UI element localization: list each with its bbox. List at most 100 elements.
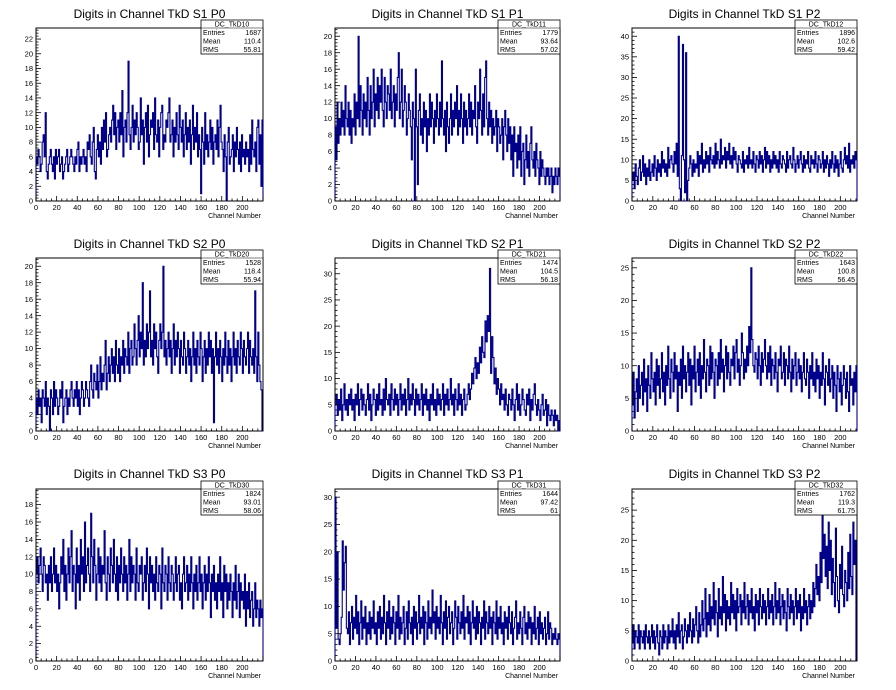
stats-name: DC_TkD10	[215, 22, 250, 29]
x-tick-label: 100	[431, 203, 444, 212]
x-tick-label: 160	[492, 433, 505, 442]
y-tick-label: 10	[621, 596, 629, 605]
y-tick-label: 12	[25, 552, 33, 561]
stats-box	[497, 480, 561, 516]
y-tick-label: 20	[621, 536, 629, 545]
x-tick-label: 120	[154, 433, 167, 442]
stats-label-entries: Entries	[203, 260, 225, 267]
x-tick-label: 160	[195, 663, 208, 672]
chart-title: Digits in Channel TkD S2 P2	[669, 237, 821, 251]
y-tick-label: 16	[25, 295, 33, 304]
plot-frame	[631, 257, 858, 432]
stats-label-entries: Entries	[797, 30, 819, 37]
stats-value-entries: 1896	[839, 30, 855, 37]
x-tick-label: 60	[690, 203, 698, 212]
x-tick-label: 140	[174, 433, 187, 442]
x-tick-label: 40	[73, 663, 81, 672]
stats-label-rms: RMS	[500, 277, 516, 284]
y-tick-label: 20	[25, 49, 33, 58]
x-tick-label: 140	[772, 433, 785, 442]
y-tick-label: 10	[324, 602, 332, 611]
x-tick-label: 40	[669, 663, 677, 672]
y-tick-label: 35	[621, 52, 629, 61]
x-tick-label: 20	[52, 433, 60, 442]
y-tick-label: 4	[29, 394, 33, 403]
x-tick-label: 40	[372, 663, 380, 672]
y-tick-label: 25	[621, 506, 629, 515]
histogram-line	[334, 267, 561, 432]
x-tick-label: 140	[472, 663, 485, 672]
y-tick-label: 30	[324, 493, 332, 502]
stats-name: DC_TkD21	[512, 252, 547, 259]
y-tick-label: 25	[621, 94, 629, 103]
x-tick-label: 100	[133, 663, 146, 672]
x-tick-label: 180	[513, 433, 526, 442]
y-tick-label: 25	[324, 296, 332, 305]
x-tick-label: 60	[690, 663, 698, 672]
stats-name: DC_TkD20	[215, 252, 250, 259]
stats-value-rms: 58.06	[243, 508, 261, 515]
stats-box	[497, 249, 561, 285]
y-tick-label: 15	[324, 575, 332, 584]
y-tick-label: 40	[621, 32, 629, 41]
y-tick-label: 4	[29, 622, 33, 631]
x-tick-label: 100	[133, 433, 146, 442]
stats-value-mean: 93.64	[540, 39, 558, 46]
y-tick-label: 20	[324, 322, 332, 331]
stats-value-mean: 110.4	[244, 39, 261, 46]
x-tick-label: 20	[52, 203, 60, 212]
x-axis-label: Channel Number	[208, 213, 262, 220]
x-tick-label: 160	[195, 433, 208, 442]
y-tick-label: 6	[328, 147, 332, 156]
x-tick-label: 20	[649, 203, 657, 212]
y-tick-label: 0	[625, 657, 629, 666]
histogram-panel: Digits in Channel TkD S2 P20 20 40 60 80 100 1…	[621, 237, 858, 450]
y-tick-label: 15	[621, 135, 629, 144]
stats-value-rms: 57.02	[540, 47, 558, 54]
stats-value-entries: 1644	[542, 491, 558, 498]
chart-title: Digits in Channel TkD S1 P2	[669, 7, 821, 21]
stats-label-rms: RMS	[203, 47, 219, 54]
x-tick-label: 120	[451, 203, 464, 212]
histogram-panel: Digits in Channel TkD S3 P20 20 40 60 80 100 1…	[621, 467, 858, 680]
stats-value-mean: 119.3	[838, 500, 855, 507]
y-tick-label: 16	[25, 518, 33, 527]
y-tick-label: 8	[29, 138, 33, 147]
y-tick-label: 0	[29, 197, 33, 206]
stats-name: DC_TkD31	[512, 483, 547, 490]
y-tick-label: 10	[25, 123, 33, 132]
histogram-line	[631, 35, 858, 202]
x-tick-label: 60	[94, 203, 102, 212]
x-tick-label: 80	[711, 203, 719, 212]
y-tick-label: 12	[25, 328, 33, 337]
x-tick-label: 180	[215, 433, 228, 442]
x-tick-label: 40	[372, 433, 380, 442]
x-tick-label: 200	[533, 663, 546, 672]
stats-name: DC_TkD32	[809, 483, 844, 490]
y-tick-label: 14	[25, 535, 33, 544]
x-axis-label: Channel Number	[208, 673, 262, 680]
stats-name: DC_TkD12	[809, 22, 844, 29]
x-tick-label: 0	[34, 433, 38, 442]
x-tick-label: 180	[813, 433, 826, 442]
x-tick-label: 180	[215, 203, 228, 212]
x-tick-label: 120	[154, 663, 167, 672]
x-tick-label: 60	[94, 433, 102, 442]
x-tick-label: 120	[751, 203, 764, 212]
histogram-panel: Digits in Channel TkD S2 P10 20 40 60 80 100 1…	[324, 237, 561, 450]
stats-label-entries: Entries	[797, 491, 819, 498]
x-tick-label: 80	[114, 433, 122, 442]
stats-value-mean: 118.4	[244, 269, 261, 276]
stats-label-mean: Mean	[797, 39, 815, 46]
x-tick-label: 140	[472, 203, 485, 212]
stats-value-entries: 1643	[839, 260, 855, 267]
stats-box	[200, 19, 264, 55]
y-tick-label: 2	[29, 639, 33, 648]
x-tick-label: 80	[114, 203, 122, 212]
stats-label-entries: Entries	[500, 30, 522, 37]
y-tick-label: 15	[621, 329, 629, 338]
x-tick-label: 100	[730, 663, 743, 672]
y-tick-label: 10	[324, 374, 332, 383]
histogram-panel: Digits in Channel TkD S2 P00 20 40 60 80 100 1…	[25, 237, 264, 450]
x-axis-label: Channel Number	[802, 443, 856, 450]
